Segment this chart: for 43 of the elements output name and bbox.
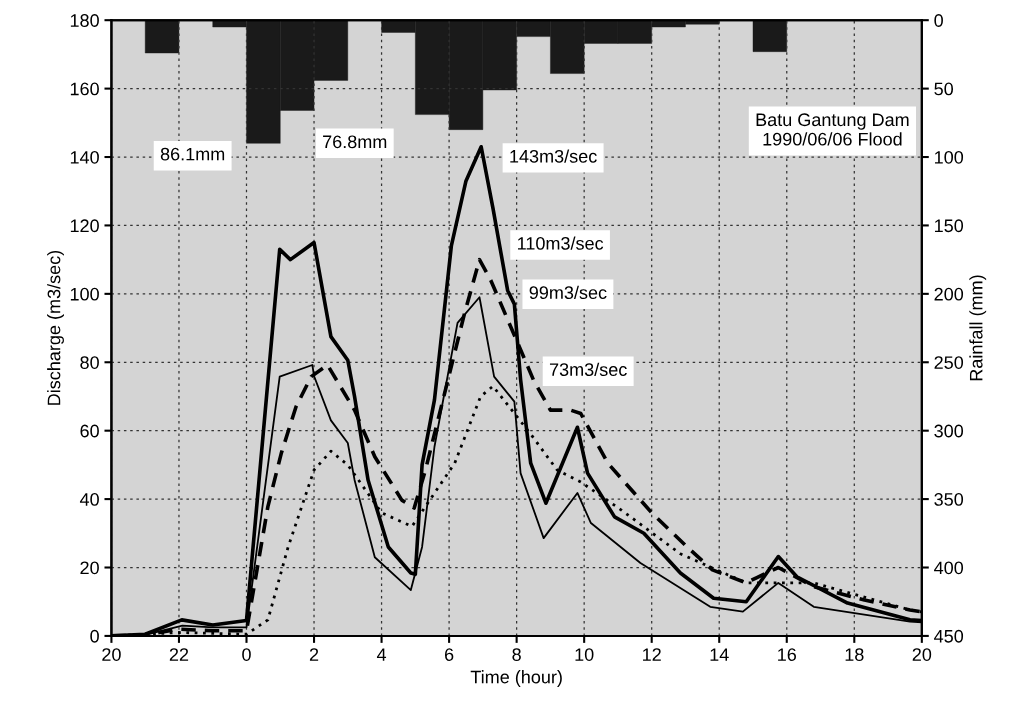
y-tick-label: 80 [80, 356, 99, 369]
x-tick-label: 16 [778, 648, 797, 661]
y-tick-label: 60 [80, 424, 99, 438]
y2-axis-title: Rainfall (mm) [969, 275, 987, 381]
x-tick-label: 0 [242, 648, 251, 661]
y2-tick-label: 50 [934, 82, 954, 96]
annotation: 73m3/sec [549, 362, 627, 376]
y-axis-title: Discharge (m3/sec) [47, 250, 64, 405]
x-tick-label: 18 [845, 648, 864, 661]
x-tick-label: 4 [376, 648, 387, 661]
x-axis-title: Time (hour) [470, 670, 562, 687]
annotation: 110m3/sec [518, 236, 604, 250]
y-tick-label: 40 [79, 493, 99, 506]
y2-tick-label: 400 [934, 561, 964, 575]
annotation: Batu Gantung Dam 1990/06/06 Flood [756, 113, 909, 146]
y2-tick-label: 0 [934, 14, 943, 27]
y2-tick-label: 350 [934, 493, 964, 506]
y2-tick-label: 100 [935, 150, 964, 164]
y2-tick-label: 250 [934, 356, 964, 369]
y-tick-label: 180 [70, 14, 99, 27]
y2-tick-label: 200 [934, 287, 964, 301]
y-tick-label: 140 [70, 150, 99, 164]
x-tick-label: 12 [643, 648, 661, 661]
y2-tick-label: 450 [934, 629, 964, 643]
annotation: 76.8mm [323, 135, 387, 149]
x-tick-label: 14 [710, 648, 729, 661]
y2-tick-label: 300 [934, 424, 964, 438]
x-tick-label: 20 [912, 648, 932, 661]
x-tick-label: 10 [575, 648, 594, 661]
y2-tick-label: 150 [935, 219, 964, 233]
y-tick-label: 0 [90, 629, 99, 643]
annotation: 99m3/sec [529, 285, 607, 300]
x-tick-label: 8 [512, 648, 521, 661]
x-tick-label: 22 [169, 648, 189, 661]
y-tick-label: 160 [70, 82, 99, 96]
y-tick-label: 120 [70, 219, 99, 233]
annotation: 143m3/sec [510, 149, 597, 163]
x-tick-label: 2 [309, 648, 319, 661]
x-tick-label: 6 [444, 648, 454, 661]
x-tick-label: 20 [102, 648, 121, 661]
y-tick-label: 100 [70, 287, 99, 301]
annotation: 86.1mm [160, 147, 225, 161]
y-tick-label: 20 [80, 561, 99, 575]
